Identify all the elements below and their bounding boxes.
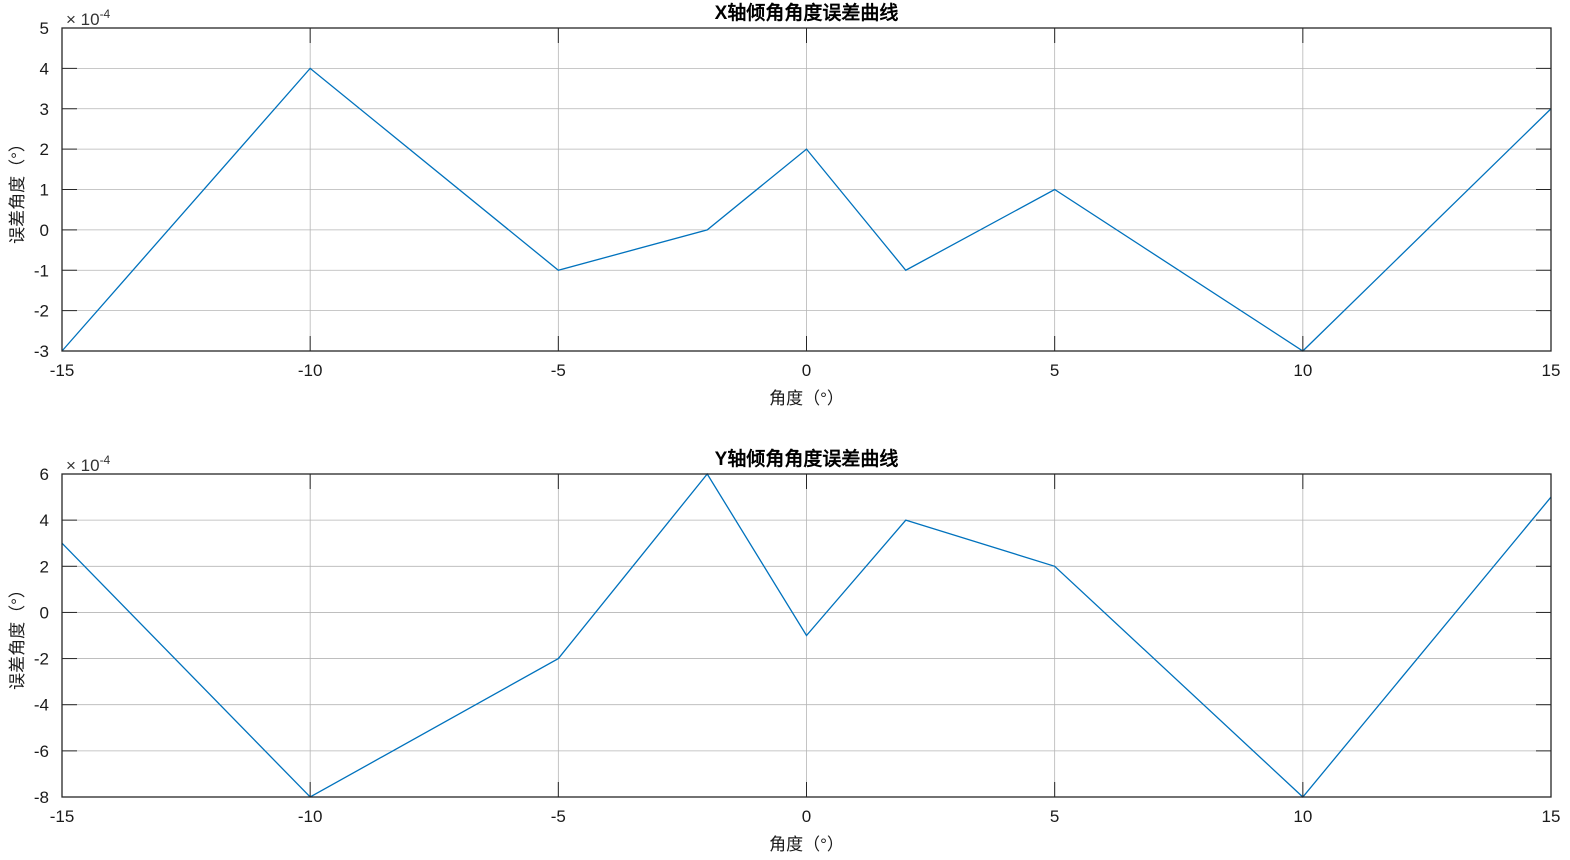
svg-text:-10: -10 [298,361,323,380]
svg-text:误差角度（°）: 误差角度（°） [8,135,27,244]
svg-text:-15: -15 [50,361,75,380]
svg-text:4: 4 [40,59,49,78]
svg-text:3: 3 [40,100,49,119]
svg-text:2: 2 [40,140,49,159]
svg-text:误差角度（°）: 误差角度（°） [8,581,27,690]
svg-text:Y轴倾角角度误差曲线: Y轴倾角角度误差曲线 [715,447,899,470]
svg-text:1: 1 [40,181,49,200]
svg-text:-5: -5 [551,807,566,826]
svg-text:0: 0 [40,221,49,240]
svg-text:10: 10 [1293,361,1312,380]
svg-text:-2: -2 [34,302,49,321]
svg-text:-10: -10 [298,807,323,826]
svg-text:-5: -5 [551,361,566,380]
svg-text:10: 10 [1293,807,1312,826]
svg-text:-2: -2 [34,650,49,669]
svg-text:15: 15 [1542,807,1561,826]
svg-text:4: 4 [40,511,49,530]
svg-text:-4: -4 [34,696,49,715]
svg-text:-3: -3 [34,342,49,361]
svg-text:2: 2 [40,557,49,576]
svg-text:0: 0 [802,807,811,826]
svg-text:0: 0 [802,361,811,380]
svg-text:5: 5 [1050,361,1059,380]
svg-text:-15: -15 [50,807,75,826]
svg-text:-1: -1 [34,261,49,280]
svg-text:0: 0 [40,603,49,622]
svg-text:5: 5 [40,19,49,38]
svg-text:5: 5 [1050,807,1059,826]
svg-text:15: 15 [1542,361,1561,380]
svg-text:角度（°）: 角度（°） [769,389,844,408]
svg-text:6: 6 [40,465,49,484]
svg-text:-6: -6 [34,742,49,761]
svg-text:角度（°）: 角度（°） [769,835,844,854]
svg-text:X轴倾角角度误差曲线: X轴倾角角度误差曲线 [715,1,899,24]
svg-text:-8: -8 [34,788,49,807]
